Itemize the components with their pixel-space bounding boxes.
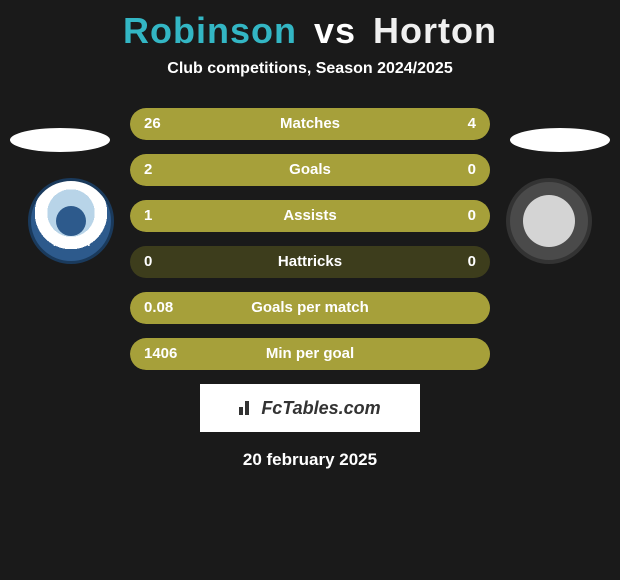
stat-label: Hattricks	[130, 246, 490, 278]
player2-name: Horton	[373, 10, 497, 51]
comparison-card: Robinson vs Horton Club competitions, Se…	[0, 0, 620, 580]
date-text: 20 february 2025	[0, 450, 620, 470]
stat-label: Goals	[130, 154, 490, 186]
stat-row: 00Hattricks	[130, 246, 490, 278]
stat-row: 0.08Goals per match	[130, 292, 490, 324]
vs-text: vs	[314, 10, 356, 51]
stat-row: 1406Min per goal	[130, 338, 490, 370]
page-title: Robinson vs Horton	[0, 10, 620, 52]
stat-label: Assists	[130, 200, 490, 232]
stat-label: Goals per match	[130, 292, 490, 324]
brand-text: FcTables.com	[261, 398, 380, 419]
stat-row: 264Matches	[130, 108, 490, 140]
stat-label: Min per goal	[130, 338, 490, 370]
subtitle: Club competitions, Season 2024/2025	[0, 60, 620, 78]
chart-icon	[239, 401, 257, 415]
stat-label: Matches	[130, 108, 490, 140]
player1-name: Robinson	[123, 10, 297, 51]
stat-row: 20Goals	[130, 154, 490, 186]
stat-row: 10Assists	[130, 200, 490, 232]
brand-box: FcTables.com	[200, 384, 420, 432]
stats-list: 264Matches 20Goals 10Assists 00Hattricks 0.0…	[0, 108, 620, 370]
